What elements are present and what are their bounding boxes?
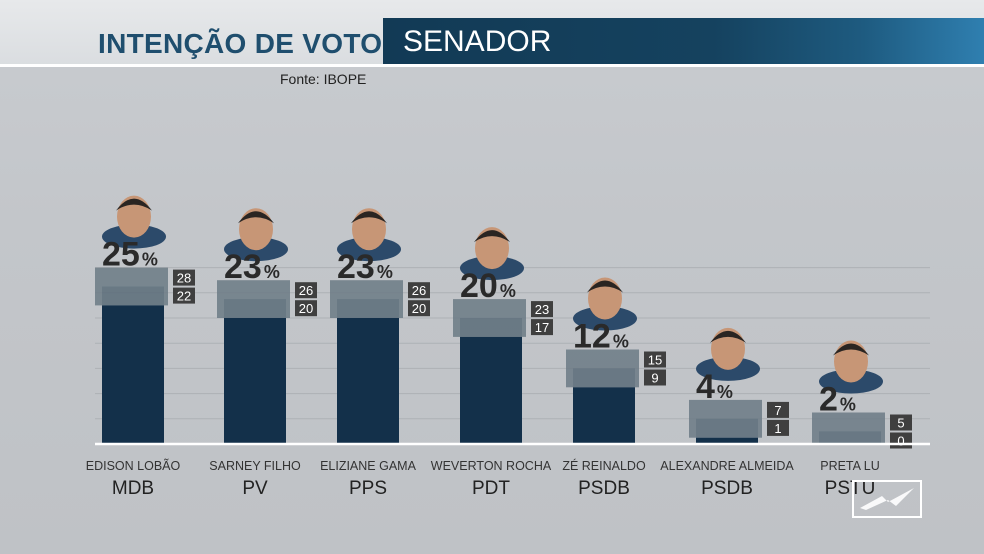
candidate-name: ALEXANDRE ALMEIDA [660,459,794,473]
range-box [217,280,290,318]
party-label: PSDB [701,478,753,499]
upper-bound-box [173,269,195,286]
lower-bound-box [173,287,195,304]
candidate-name: WEVERTON ROCHA [431,459,552,473]
top-bar: INTENÇÃO DE VOTO SENADOR [0,0,984,66]
upper-bound-label: 26 [299,283,313,298]
lower-bound-label: 17 [535,320,549,335]
lower-bound-box [767,419,789,436]
party-label: PDT [472,478,510,499]
lower-bound-label: 0 [897,434,904,449]
party-label: PPS [349,478,387,499]
range-box [689,399,762,438]
lower-bound-label: 1 [774,421,781,436]
candidate-photo [819,340,883,394]
party-label: PV [242,478,268,499]
lower-bound-label: 9 [651,371,658,386]
source-note: Fonte: IBOPE [280,71,367,87]
range-box [95,267,168,306]
tv-logo-icon [852,480,922,518]
bar [696,437,758,444]
bar [573,387,635,444]
bar [337,318,399,444]
upper-bound-box [295,282,317,299]
upper-bound-box [531,301,553,318]
candidate-photo [573,277,637,331]
candidate-name: ZÉ REINALDO [562,458,646,473]
candidate-photo [460,227,524,281]
header-divider [0,64,984,67]
upper-bound-label: 28 [177,271,191,286]
lower-bound-label: 20 [299,301,313,316]
upper-bound-label: 23 [535,302,549,317]
candidate-name: ELIZIANE GAMA [320,459,417,473]
bar-upper [460,318,522,337]
lower-bound-label: 20 [412,301,426,316]
lower-bound-label: 22 [177,289,191,304]
bar-upper [573,368,635,388]
upper-bound-label: 7 [774,403,781,418]
party-label: PSTU [825,478,876,499]
lower-bound-box [295,300,317,317]
upper-bound-label: 15 [648,353,662,368]
bar-upper [819,431,881,444]
chart-title: INTENÇÃO DE VOTO [98,28,383,59]
upper-bound-box [767,401,789,418]
range-box [566,349,639,388]
upper-bound-label: 26 [412,283,426,298]
bar-upper [337,299,399,318]
lower-bound-box [644,369,666,386]
candidate-photo [102,195,166,249]
range-box [330,280,403,318]
bar [102,305,164,444]
bar-upper [696,418,758,438]
chart-subtitle: SENADOR [403,25,552,58]
candidate-photo [337,208,401,262]
lower-bound-box [531,319,553,336]
bar-upper [102,286,164,306]
range-box [453,299,526,337]
candidate-name: SARNEY FILHO [209,459,301,473]
candidate-name: EDISON LOBÃO [86,459,181,473]
range-box [812,412,885,444]
bar [224,318,286,444]
upper-bound-label: 5 [897,416,904,431]
upper-bound-box [408,282,430,299]
party-label: PSDB [578,478,630,499]
upper-bound-box [890,414,912,431]
candidate-photo [696,327,760,381]
subtitle-banner: SENADOR [383,18,984,64]
bar [460,336,522,444]
party-label: MDB [112,478,154,499]
lower-bound-box [408,300,430,317]
candidate-photo [224,208,288,262]
bar-upper [224,299,286,318]
upper-bound-box [644,351,666,368]
candidate-name: PRETA LU [820,459,880,473]
